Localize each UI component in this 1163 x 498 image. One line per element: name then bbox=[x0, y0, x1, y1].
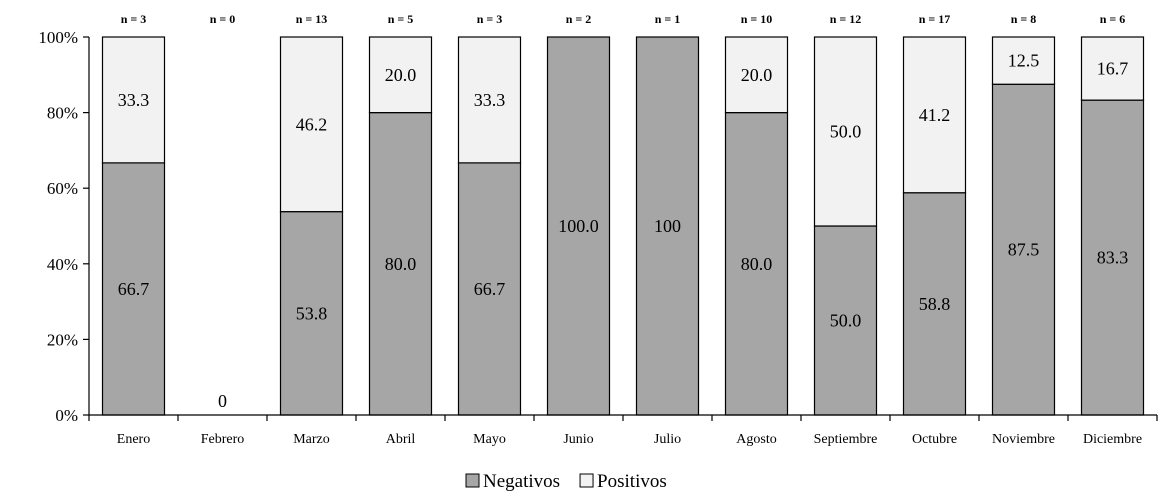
data-label: 83.3 bbox=[1097, 248, 1129, 268]
data-label: 20.0 bbox=[741, 65, 773, 85]
bar-segment-negativos bbox=[368, 111, 433, 416]
bar-segment-negativos bbox=[279, 211, 344, 416]
y-tick-label: 60% bbox=[47, 179, 78, 198]
data-label: 33.3 bbox=[118, 90, 150, 110]
bar-segment-positivos bbox=[368, 36, 433, 114]
x-tick-label: Marzo bbox=[293, 432, 330, 447]
n-label: n = 6 bbox=[1100, 12, 1126, 26]
y-tick-label: 40% bbox=[47, 255, 78, 274]
bar-segment-positivos bbox=[279, 36, 344, 213]
n-label: n = 13 bbox=[296, 12, 328, 26]
x-tick-label: Enero bbox=[117, 432, 150, 447]
data-label: 50.0 bbox=[830, 311, 862, 331]
bar-segment-negativos bbox=[991, 83, 1056, 416]
bar-segment-positivos bbox=[457, 36, 522, 164]
x-tick-label: Abril bbox=[386, 432, 416, 447]
bar-segment-positivos bbox=[813, 36, 878, 227]
bar-segment-positivos bbox=[724, 36, 789, 114]
x-tick-label: Febrero bbox=[201, 432, 245, 447]
y-tick-label: 100% bbox=[38, 28, 78, 47]
bar-segment-positivos bbox=[101, 36, 166, 164]
n-label: n = 17 bbox=[919, 12, 951, 26]
x-tick-label: Mayo bbox=[473, 432, 506, 447]
legend-label-negativos: Negativos bbox=[483, 471, 560, 492]
n-label: n = 3 bbox=[121, 12, 147, 26]
data-label: 66.7 bbox=[118, 279, 150, 299]
n-label: n = 1 bbox=[655, 12, 681, 26]
data-label: 16.7 bbox=[1097, 59, 1129, 79]
data-labels: 66.7 33.3 n = 3 0 n = 0 53.8 46.2 n = 13 80.0 20.… bbox=[118, 12, 1129, 411]
data-label: 58.8 bbox=[919, 294, 951, 314]
x-tick-label: Julio bbox=[654, 432, 681, 447]
n-label: n = 8 bbox=[1011, 12, 1037, 26]
bar-segment-positivos bbox=[991, 36, 1056, 85]
legend: Negativos Positivos bbox=[465, 471, 667, 492]
data-label: 87.5 bbox=[1008, 240, 1040, 260]
data-label: 100.0 bbox=[558, 216, 599, 236]
bar-segment-negativos bbox=[457, 162, 522, 416]
n-label: n = 12 bbox=[830, 12, 862, 26]
bar-segment-positivos bbox=[1080, 36, 1145, 101]
n-label: n = 0 bbox=[210, 12, 236, 26]
x-tick-label: Diciembre bbox=[1083, 432, 1142, 447]
data-label: 50.0 bbox=[830, 122, 862, 142]
data-label: 12.5 bbox=[1008, 51, 1040, 71]
data-label: 100 bbox=[654, 216, 681, 236]
bar-segment-positivos bbox=[902, 36, 967, 194]
data-label: 80.0 bbox=[385, 254, 417, 274]
x-tick-label: Octubre bbox=[912, 432, 957, 447]
data-label: 66.7 bbox=[474, 279, 506, 299]
x-tick-label: Noviembre bbox=[992, 432, 1055, 447]
legend-swatch-negativos bbox=[465, 473, 480, 488]
legend-label-positivos: Positivos bbox=[597, 471, 667, 492]
data-label: 80.0 bbox=[741, 254, 773, 274]
bar-segment-negativos bbox=[1080, 99, 1145, 416]
y-tick-label: 80% bbox=[47, 104, 78, 123]
x-axis: Enero Febrero Marzo Abril Mayo Junio Julio Agos… bbox=[88, 414, 1158, 447]
n-label: n = 5 bbox=[388, 12, 414, 26]
x-tick-label: Septiembre bbox=[814, 432, 878, 447]
bar-segment-negativos bbox=[902, 192, 967, 416]
n-label: n = 10 bbox=[741, 12, 773, 26]
y-tick-label: 20% bbox=[47, 330, 78, 349]
bar-segment-negativos bbox=[546, 36, 611, 416]
bar-segment-negativos bbox=[813, 225, 878, 416]
x-tick-label: Junio bbox=[563, 432, 593, 447]
n-label: n = 3 bbox=[477, 12, 503, 26]
x-tick-label: Agosto bbox=[736, 432, 776, 447]
y-axis: 0% 20% 40% 60% 80% 100% bbox=[38, 28, 90, 425]
y-tick-label: 0% bbox=[55, 406, 78, 425]
data-label: 33.3 bbox=[474, 90, 506, 110]
data-label: 46.2 bbox=[296, 114, 328, 134]
legend-swatch-positivos bbox=[579, 473, 594, 488]
data-label: 41.2 bbox=[919, 105, 951, 125]
bar-segment-negativos bbox=[724, 111, 789, 416]
bar-segment-negativos bbox=[635, 36, 700, 416]
data-label: 0 bbox=[218, 391, 227, 411]
n-label: n = 2 bbox=[566, 12, 592, 26]
bars bbox=[101, 36, 1145, 416]
data-label: 20.0 bbox=[385, 65, 417, 85]
data-label: 53.8 bbox=[296, 303, 328, 323]
